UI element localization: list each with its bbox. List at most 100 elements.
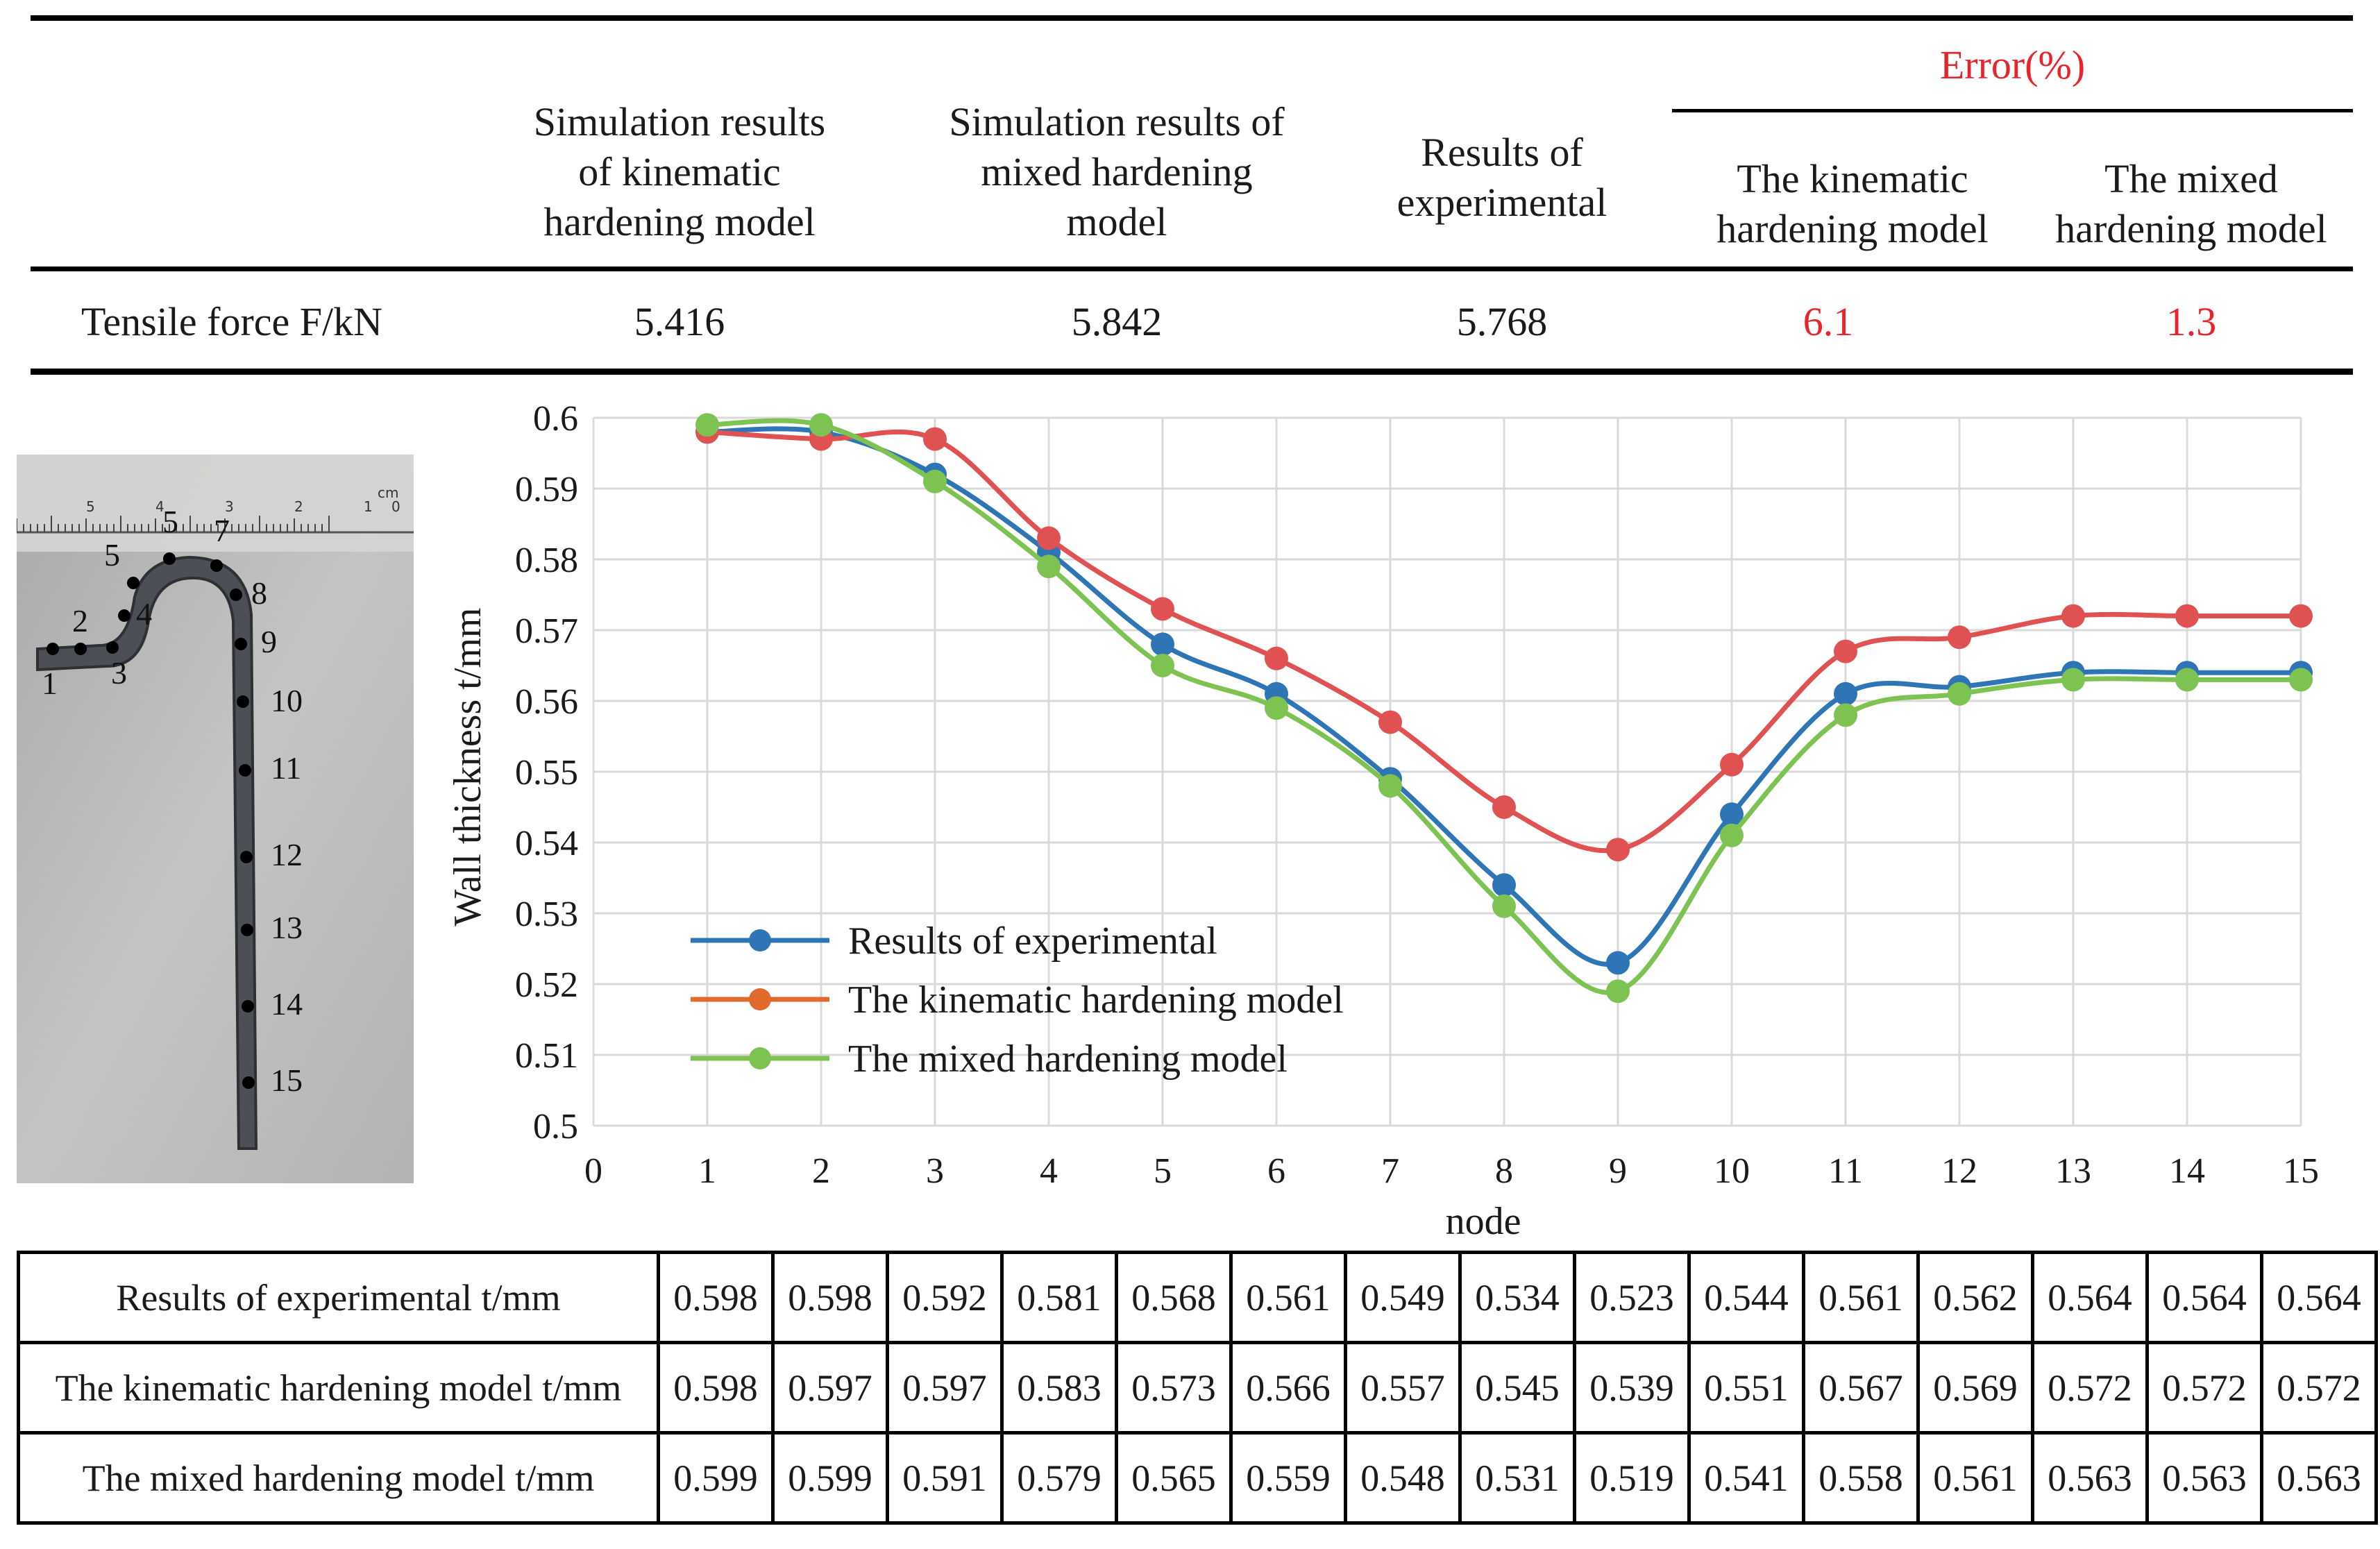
table-cell: 0.598 (771, 1251, 889, 1344)
node-label: 9 (261, 624, 277, 659)
node-dot (241, 924, 253, 936)
table-cell: 0.597 (771, 1341, 889, 1434)
ruler-tick-label: 4 (155, 498, 164, 515)
node-dot (106, 641, 119, 654)
data-point (923, 469, 947, 493)
experimental-force-value: 5.768 (1456, 299, 1548, 344)
header-line: The kinematic (1737, 156, 1968, 201)
table-row: The mixed hardening model t/mm 0.599 0.599… (17, 1431, 2378, 1525)
x-tick-label: 11 (1828, 1151, 1863, 1191)
node-dot (235, 638, 247, 650)
table-cell: 0.523 (1573, 1251, 1691, 1344)
x-tick-label: 12 (1941, 1151, 1977, 1191)
header-mixed-simulation: Simulation results of mixed hardening mo… (870, 97, 1363, 247)
table-cell: 0.599 (657, 1431, 775, 1525)
table-row: The kinematic hardening model t/mm 0.598 0… (17, 1341, 2378, 1434)
table-cell: 0.598 (657, 1341, 775, 1434)
data-point (2175, 668, 2199, 692)
table-cell: 0.564 (2260, 1251, 2378, 1344)
node-label: 13 (271, 910, 303, 945)
x-tick-label: 10 (1714, 1151, 1750, 1191)
node-dot (163, 552, 176, 565)
table-cell: 0.567 (1802, 1341, 1920, 1434)
table-cell: 0.569 (1916, 1341, 2034, 1434)
node-dot (240, 851, 253, 863)
legend-swatch-marker (749, 1047, 771, 1069)
specimen-photo: 5 4 3 2 1 0 cm 1 2 3 4 5 5 7 8 9 10 (17, 455, 414, 1183)
data-point (2289, 668, 2313, 692)
table-cell: 0.561 (1916, 1431, 2034, 1525)
y-tick-label: 0.58 (515, 541, 578, 580)
header-line: of kinematic (578, 149, 781, 194)
table-cell: 0.579 (1000, 1431, 1118, 1525)
y-tick-label: 0.6 (533, 399, 578, 439)
node-label: 5 (162, 504, 178, 539)
table-cell: 0.545 (1458, 1341, 1576, 1434)
data-point (1037, 555, 1061, 579)
x-tick-label: 7 (1381, 1151, 1399, 1191)
table-cell: 0.591 (886, 1431, 1004, 1525)
data-point (1492, 894, 1516, 918)
table-cell: 0.599 (771, 1431, 889, 1525)
header-line: hardening model (2055, 206, 2327, 251)
table-cell: 0.581 (1000, 1251, 1118, 1344)
chart-grid (592, 416, 2302, 1127)
y-tick-label: 0.5 (533, 1107, 578, 1146)
chart-legend: Results of experimental The kinematic har… (691, 920, 1344, 1081)
data-point (2061, 604, 2085, 628)
legend-label: Results of experimental (848, 920, 1217, 963)
x-axis-title: node (1446, 1200, 1521, 1243)
kinematic-error-value: 6.1 (1803, 299, 1854, 344)
header-line: hardening model (543, 199, 816, 244)
table-cell: 0.558 (1802, 1431, 1920, 1525)
node-label: 8 (251, 575, 267, 611)
summary-table: Error(%) Simulation results of kinematic… (31, 15, 2353, 376)
node-dot (237, 695, 249, 708)
y-tick-label: 0.56 (515, 682, 578, 722)
mixed-force-value: 5.842 (1071, 299, 1163, 344)
table-cell: 0.531 (1458, 1431, 1576, 1525)
table-cell: 0.597 (886, 1341, 1004, 1434)
table-row: Results of experimental t/mm 0.598 0.598 0.… (17, 1251, 2378, 1344)
x-tick-label: 6 (1267, 1151, 1285, 1191)
node-label: 12 (271, 837, 303, 872)
data-point (1378, 774, 1402, 798)
data-point (1606, 838, 1630, 862)
node-label: 7 (214, 513, 230, 548)
x-tick-label: 8 (1495, 1151, 1513, 1191)
data-point (1151, 597, 1174, 621)
table-cell: 0.598 (657, 1251, 775, 1344)
row-label: Results of experimental t/mm (17, 1251, 660, 1344)
table-cell: 0.572 (2031, 1341, 2149, 1434)
table-cell: 0.564 (2031, 1251, 2149, 1344)
legend-item: The mixed hardening model (691, 1038, 1288, 1081)
table-cell: 0.534 (1458, 1251, 1576, 1344)
legend-item: Results of experimental (691, 920, 1217, 963)
table-cell: 0.541 (1687, 1431, 1805, 1525)
x-tick-label: 13 (2055, 1151, 2091, 1191)
legend-swatch-marker (749, 929, 771, 951)
table-cell: 0.561 (1229, 1251, 1347, 1344)
x-tick-label: 4 (1040, 1151, 1058, 1191)
y-tick-label: 0.54 (515, 824, 578, 863)
data-point (1265, 646, 1288, 670)
chart-series (695, 413, 2313, 1004)
table-cell: 0.565 (1115, 1431, 1233, 1525)
legend-swatch-marker (749, 988, 771, 1010)
node-label: 2 (72, 603, 88, 638)
mixed-error-value: 1.3 (2166, 299, 2217, 344)
node-dot (230, 589, 242, 601)
table-cell: 0.549 (1344, 1251, 1462, 1344)
table-cell: 0.559 (1229, 1431, 1347, 1525)
header-line: The mixed (2104, 156, 2278, 201)
series-kinematic (695, 420, 2313, 862)
x-axis-tick-labels: 0 1 2 3 4 5 6 7 8 9 10 11 12 13 14 15 (584, 1151, 2319, 1191)
data-point (1834, 682, 1857, 706)
x-tick-label: 5 (1154, 1151, 1172, 1191)
y-tick-label: 0.53 (515, 895, 578, 934)
node-dot (242, 1000, 254, 1013)
ruler-tick-label: 1 (364, 498, 373, 515)
node-dot (239, 764, 251, 777)
data-point (1492, 795, 1516, 819)
data-point (1948, 682, 1971, 706)
